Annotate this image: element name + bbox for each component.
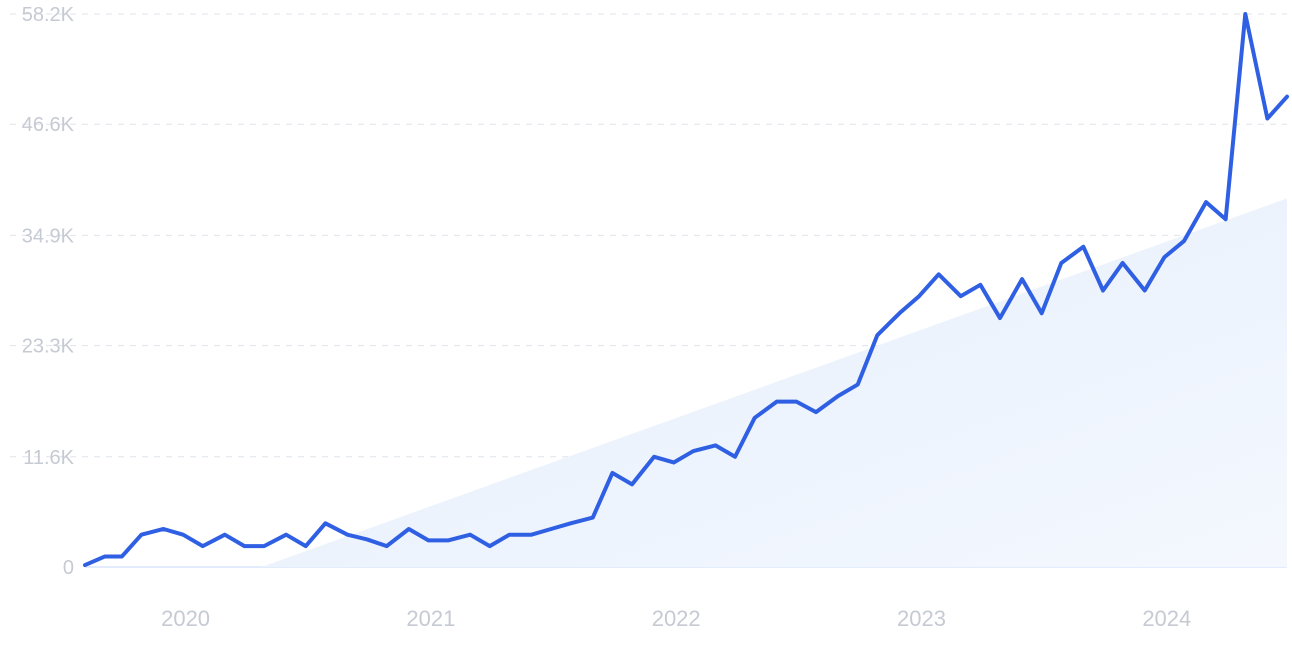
x-tick-label-3: 2023: [897, 606, 946, 631]
y-tick-label-1: 11.6K: [23, 447, 74, 469]
y-tick-label-0: 0: [63, 557, 74, 579]
y-tick-label-5: 58.2K: [22, 4, 75, 26]
series-layer: [83, 12, 1289, 568]
y-tick-label-4: 46.6K: [22, 114, 75, 136]
y-tick-label-2: 23.3K: [22, 336, 75, 358]
x-tick-label-1: 2021: [406, 606, 455, 631]
series-line-0: [83, 12, 1289, 568]
x-tick-label-2: 2022: [652, 606, 701, 631]
x-tick-label-4: 2024: [1142, 606, 1191, 631]
x-axis: 2020 2021 2022 2023 2024: [161, 606, 1191, 631]
trend-area: [261, 198, 1288, 568]
y-tick-label-3: 34.9K: [22, 225, 75, 247]
trend-layer: [261, 198, 1288, 568]
y-axis: 0 11.6K 23.3K 34.9K 46.6K 58.2K: [22, 4, 75, 579]
x-tick-label-0: 2020: [161, 606, 210, 631]
